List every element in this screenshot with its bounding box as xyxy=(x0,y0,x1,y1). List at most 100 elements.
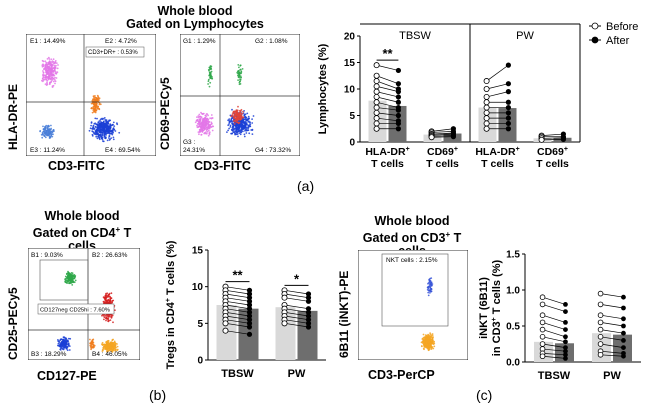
flowc-ylabel: 6B11 (iNKT)-PE xyxy=(337,270,351,358)
gate-nkt-label: NKT cells : 2.15% xyxy=(386,257,438,264)
pair-line xyxy=(431,133,454,136)
pair-line xyxy=(541,139,564,141)
point-before xyxy=(597,326,604,333)
pair-line xyxy=(284,308,309,313)
pair-line xyxy=(376,86,399,92)
point-after xyxy=(305,313,312,319)
point-before xyxy=(373,109,380,116)
point-before xyxy=(597,334,604,340)
point-after xyxy=(563,345,568,350)
pair-line xyxy=(376,101,399,108)
gate-b2-label: B2 : 26.63% xyxy=(92,252,128,259)
significance-label: ** xyxy=(382,46,393,61)
gate-e4-label: E4 : 69.54% xyxy=(105,147,141,154)
pair-line xyxy=(376,80,399,90)
category-sublabel: T cells xyxy=(536,158,569,170)
gate-e3-label: E3 : 11.24% xyxy=(30,147,65,154)
pair-line xyxy=(376,112,399,116)
panel-a-title-line1: Whole blood xyxy=(157,4,233,18)
y-tick-label: 0 xyxy=(197,356,203,367)
pair-line xyxy=(284,319,309,324)
point-before xyxy=(539,326,546,333)
panel-c-title-line1: Whole blood xyxy=(374,214,450,228)
pair-line xyxy=(542,329,566,338)
pair-line xyxy=(431,131,454,133)
category-label: HLA-DR+ xyxy=(365,146,409,158)
pair-line xyxy=(376,117,399,122)
point-before xyxy=(597,301,604,308)
significance-label: * xyxy=(294,271,300,286)
point-after xyxy=(563,334,568,340)
point-after xyxy=(395,99,401,105)
point-before xyxy=(373,93,380,100)
y-tick-label: 20 xyxy=(344,32,356,43)
point-after xyxy=(621,338,626,343)
point-after xyxy=(395,112,401,119)
point-before xyxy=(539,301,546,308)
pair-line xyxy=(225,300,250,306)
point-after xyxy=(450,134,456,140)
point-before xyxy=(373,83,380,90)
flow1-ylabel: HLA-DR-PE xyxy=(6,84,20,150)
point-after xyxy=(246,313,253,319)
point-after xyxy=(395,81,401,87)
point-after xyxy=(563,348,568,354)
cluster-cd3-dr xyxy=(90,94,102,114)
point-after xyxy=(395,67,401,74)
pair-line xyxy=(542,314,566,323)
panel-c-title-line2-text: Gated on CD3 xyxy=(362,231,446,246)
gate-e2-label: E2 : 4.72% xyxy=(105,38,137,45)
point-before xyxy=(373,125,380,132)
gate-b1-label: B1 : 9.03% xyxy=(31,252,63,259)
point-before xyxy=(539,353,546,360)
point-before xyxy=(483,109,490,116)
y-tick-label: 5 xyxy=(349,111,355,122)
chart-inkt: 0.0 0.5 1.0 1.5 TBSW PW iNKT (6B11) in CD3+ T c… xyxy=(478,250,641,382)
point-after xyxy=(246,324,253,330)
y-tick-label: 0 xyxy=(349,138,355,149)
point-before xyxy=(539,341,546,347)
gate-g1-label: G1 : 1.29% xyxy=(183,38,216,45)
point-before xyxy=(373,115,380,122)
cluster-inkt xyxy=(426,277,434,297)
y-tick-label: 10 xyxy=(344,85,356,96)
pair-line xyxy=(284,297,309,302)
legend-label: Before xyxy=(606,21,638,33)
point-after xyxy=(505,104,511,111)
pair-line xyxy=(376,64,399,71)
pair-line xyxy=(284,289,309,295)
pair-line xyxy=(225,308,250,313)
point-after xyxy=(505,99,511,105)
pair-line xyxy=(542,322,566,330)
point-after xyxy=(563,327,568,332)
point-before xyxy=(222,327,229,334)
pair-line xyxy=(600,336,624,341)
pair-line xyxy=(541,133,564,136)
category-sublabel: T cells xyxy=(371,158,404,170)
point-after xyxy=(246,320,253,326)
point-after xyxy=(395,94,401,100)
point-after xyxy=(305,306,312,312)
point-after xyxy=(246,298,253,304)
point-after xyxy=(246,331,253,337)
bar-before xyxy=(592,333,611,362)
y-tick-label: 0.0 xyxy=(506,358,520,369)
point-before xyxy=(222,320,229,327)
pair-line xyxy=(600,293,624,298)
pair-line xyxy=(284,315,309,321)
point-before xyxy=(483,93,490,100)
point-before xyxy=(597,312,604,318)
point-after xyxy=(305,298,312,304)
pair-line xyxy=(600,329,624,334)
point-after xyxy=(505,115,511,121)
point-before xyxy=(539,294,546,300)
point-after xyxy=(563,309,568,314)
point-after xyxy=(563,320,568,325)
pair-line xyxy=(225,293,250,299)
pair-line xyxy=(284,322,309,328)
gate-g4-label: G4 : 73.32% xyxy=(255,147,291,154)
gate-treg-label: CD127neg CD25hi : 7.60% xyxy=(40,308,110,314)
pair-line xyxy=(486,83,509,90)
point-after xyxy=(395,120,401,127)
point-after xyxy=(246,291,253,297)
